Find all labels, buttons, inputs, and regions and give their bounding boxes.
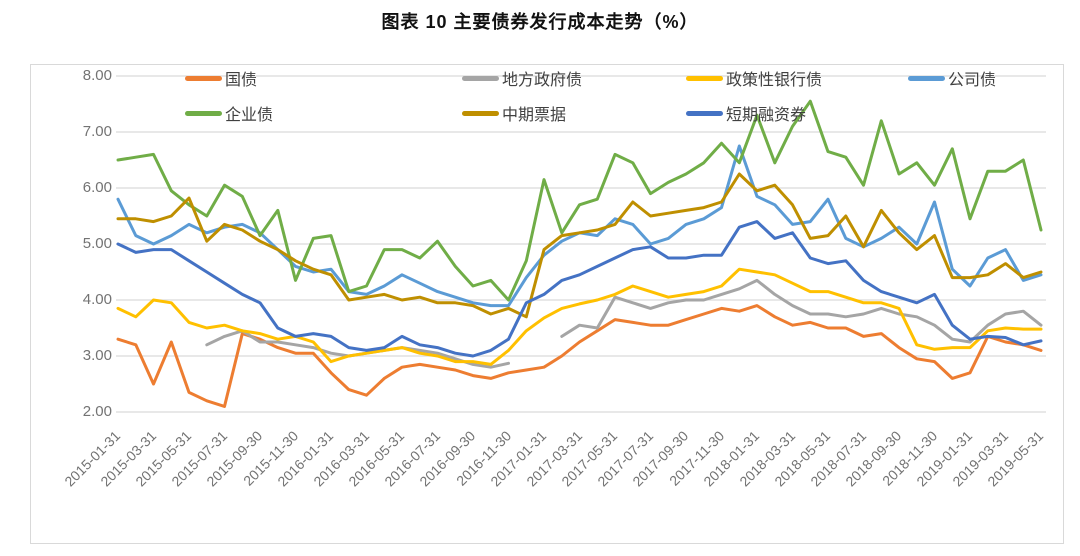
legend-item-medium-term-note[interactable]: 中期票据 — [462, 103, 567, 124]
legend-item-policy-bank-bond[interactable]: 政策性银行债 — [686, 68, 823, 89]
legend-item-enterprise-bond[interactable]: 企业债 — [185, 103, 274, 124]
legend-label: 短期融资券 — [726, 107, 807, 124]
page-title: 图表 10 主要债券发行成本走势（%） — [381, 12, 699, 32]
y-axis-tick-label: 7.00 — [82, 123, 112, 140]
legend-marker-medium-term-note — [462, 110, 499, 116]
series-line-local-government-bond — [205, 278, 1043, 369]
y-axis-tick-label: 8.00 — [82, 67, 112, 84]
legend-marker-local-government-bond — [462, 75, 499, 81]
chart-canvas — [30, 64, 1064, 544]
y-axis-tick-label: 2.00 — [82, 403, 112, 420]
y-axis-tick-label: 4.00 — [82, 291, 112, 308]
series-line-treasury-bond — [116, 304, 1043, 408]
legend-marker-treasury-bond — [185, 75, 222, 81]
legend-item-corporate-bond[interactable]: 公司债 — [908, 68, 997, 89]
legend-marker-enterprise-bond — [185, 110, 222, 116]
legend-item-short-term-financing-bill[interactable]: 短期融资券 — [686, 103, 807, 124]
legend-label: 政策性银行债 — [726, 72, 823, 89]
series-line-short-term-financing-bill — [116, 220, 1043, 358]
legend-label: 地方政府债 — [502, 72, 583, 89]
y-axis-tick-label: 6.00 — [82, 179, 112, 196]
legend-marker-corporate-bond — [908, 75, 945, 81]
y-axis-tick-label: 3.00 — [82, 347, 112, 364]
legend-item-local-government-bond[interactable]: 地方政府债 — [462, 68, 583, 89]
legend-marker-short-term-financing-bill — [686, 110, 723, 116]
legend-label: 企业债 — [225, 107, 274, 124]
series-line-policy-bank-bond — [116, 267, 1043, 366]
legend-label: 中期票据 — [502, 107, 567, 124]
legend-marker-policy-bank-bond — [686, 75, 723, 81]
legend-item-treasury-bond[interactable]: 国债 — [185, 68, 258, 89]
legend-label: 公司债 — [948, 72, 997, 89]
legend-label: 国债 — [225, 72, 258, 89]
series-line-enterprise-bond — [116, 99, 1043, 302]
series-line-medium-term-note — [116, 172, 1043, 319]
y-axis-tick-label: 5.00 — [82, 235, 112, 252]
